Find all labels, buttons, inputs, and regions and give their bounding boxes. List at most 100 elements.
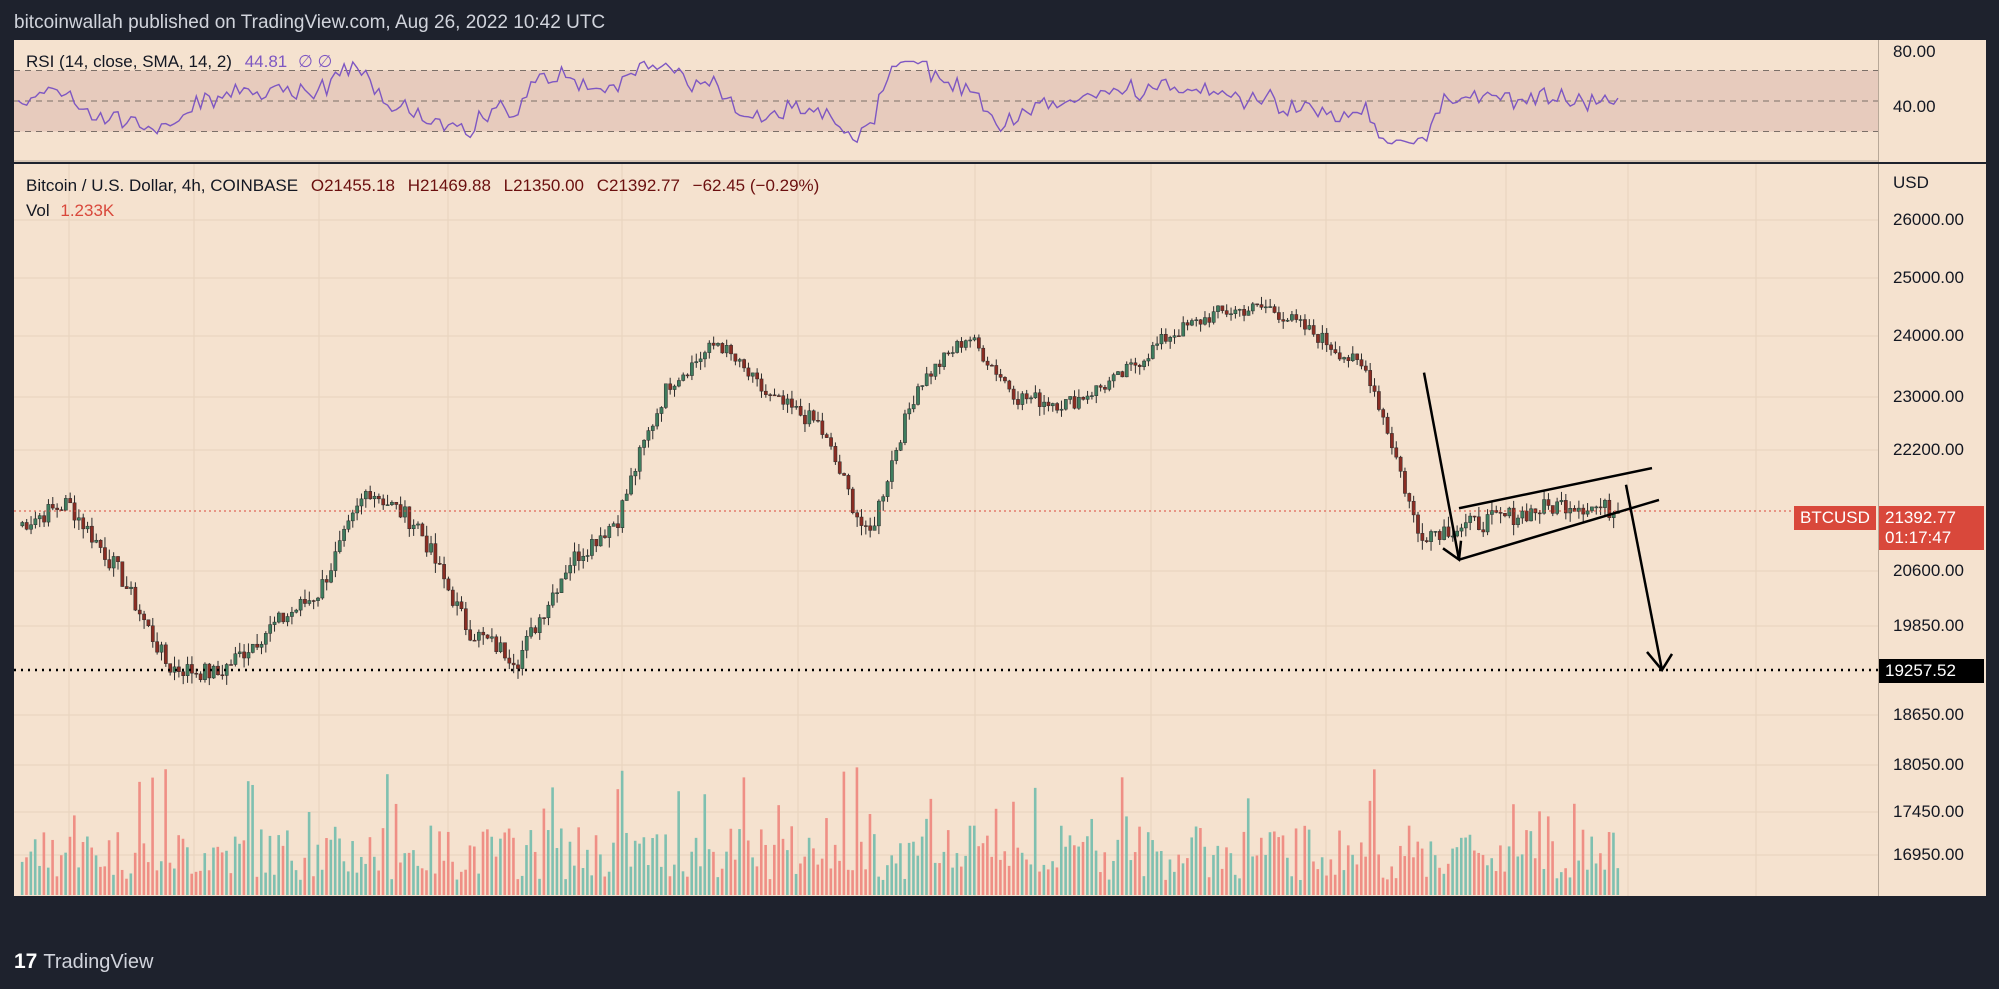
candle-up <box>333 551 338 571</box>
candle-down <box>763 390 768 395</box>
candle-up <box>1455 530 1459 537</box>
volume-bar <box>694 837 698 895</box>
volume-bar <box>1486 865 1489 895</box>
candle-up <box>129 586 133 589</box>
volume-bar <box>1181 863 1185 895</box>
channel-upper-line <box>1458 466 1653 510</box>
candle-up <box>455 601 459 606</box>
candle-up <box>1020 393 1025 405</box>
volume-bar <box>1312 861 1315 895</box>
volume-bar <box>73 815 76 895</box>
volume-bar <box>1164 879 1167 895</box>
volume-bar <box>864 869 867 895</box>
candle-down <box>1016 399 1020 405</box>
candle-up <box>1490 510 1494 515</box>
volume-bar <box>490 836 494 895</box>
volume-bar <box>573 865 576 895</box>
candle-down <box>1363 365 1368 371</box>
volume-bar <box>1325 875 1328 895</box>
candle-up <box>737 359 742 362</box>
candle-up <box>1603 499 1607 508</box>
volume-bar <box>677 791 680 895</box>
candle-up <box>520 650 525 669</box>
candle-down <box>790 398 794 408</box>
candle-down <box>772 394 777 397</box>
candle-up <box>872 525 877 531</box>
candle-down <box>1390 433 1394 449</box>
volume-bar <box>786 850 789 895</box>
candle-down <box>1011 388 1016 400</box>
volume-bar <box>742 777 746 895</box>
candle-down <box>616 523 620 528</box>
volume-bar <box>325 838 328 895</box>
candle-down <box>1333 349 1338 354</box>
volume-bar <box>699 866 702 895</box>
volume-bar <box>146 862 150 895</box>
volume-bar <box>268 835 272 895</box>
candle-up <box>1433 531 1438 533</box>
volume-bar <box>333 826 337 895</box>
volume-bar <box>1412 857 1415 895</box>
volume-bar <box>259 829 263 895</box>
candle-down <box>494 636 499 652</box>
volume-bar <box>1199 828 1202 895</box>
volume-bar <box>159 861 163 895</box>
candle-up <box>885 481 890 497</box>
candle-down <box>1472 515 1477 518</box>
low-value: L21350.00 <box>503 176 585 195</box>
candle-up <box>1233 309 1238 315</box>
price-tick-label: 19850.00 <box>1893 616 1964 635</box>
rsi-extra: ∅ ∅ <box>297 52 333 71</box>
candle-up <box>111 556 116 569</box>
volume-bar <box>1490 858 1494 895</box>
volume-bar <box>916 855 920 895</box>
candle-down <box>959 341 964 348</box>
volume-bar <box>542 808 546 895</box>
volume-bar <box>381 828 385 895</box>
rsi-line <box>17 60 1619 145</box>
volume-bar <box>312 876 315 895</box>
volume-bar <box>351 841 354 895</box>
candle-down <box>116 556 120 563</box>
candle-up <box>1033 392 1038 399</box>
candle-up <box>416 523 420 526</box>
publisher-header: bitcoinwallah published on TradingView.c… <box>14 12 606 33</box>
candle-up <box>1029 397 1033 400</box>
candle-down <box>516 664 520 669</box>
volume-bar <box>1225 847 1228 895</box>
candle-down <box>472 639 477 642</box>
rsi-value: 44.81 <box>244 52 288 71</box>
candle-up <box>1529 508 1533 522</box>
price-tick-label: 18050.00 <box>1893 755 1964 774</box>
volume-bar <box>1029 864 1033 895</box>
volume-bar <box>825 818 828 895</box>
candle-up <box>807 410 812 425</box>
candle-down <box>194 672 199 675</box>
volume-bar <box>1307 829 1311 895</box>
candle-down <box>542 617 546 619</box>
candle-up <box>1507 507 1512 517</box>
candle-up <box>355 505 359 514</box>
volume-bar <box>429 825 433 895</box>
candle-up <box>94 539 99 543</box>
candle-down <box>24 522 29 530</box>
candle-up <box>590 539 594 556</box>
volume-bar <box>1381 877 1385 895</box>
volume-bar <box>1433 855 1437 895</box>
candle-up <box>1250 303 1255 312</box>
candle-down <box>220 674 225 677</box>
candle-up <box>1150 345 1155 359</box>
tradingview-logo-icon: 17 <box>14 950 38 973</box>
volume-bar <box>290 860 294 895</box>
candle-up <box>1181 322 1186 337</box>
volume-bar <box>951 867 954 895</box>
candle-down <box>533 627 538 633</box>
rsi-tick: 80.00 <box>1893 42 1936 61</box>
volume-bar <box>1286 857 1289 895</box>
price-axis: 16950.00 17450.00 18050.00 18650.00 19850.00… <box>1878 164 1986 896</box>
candle-down <box>863 525 868 527</box>
volume-bar <box>1146 832 1150 895</box>
volume-bar <box>1329 859 1333 895</box>
volume-bar <box>773 844 776 895</box>
candle-up <box>546 604 551 619</box>
